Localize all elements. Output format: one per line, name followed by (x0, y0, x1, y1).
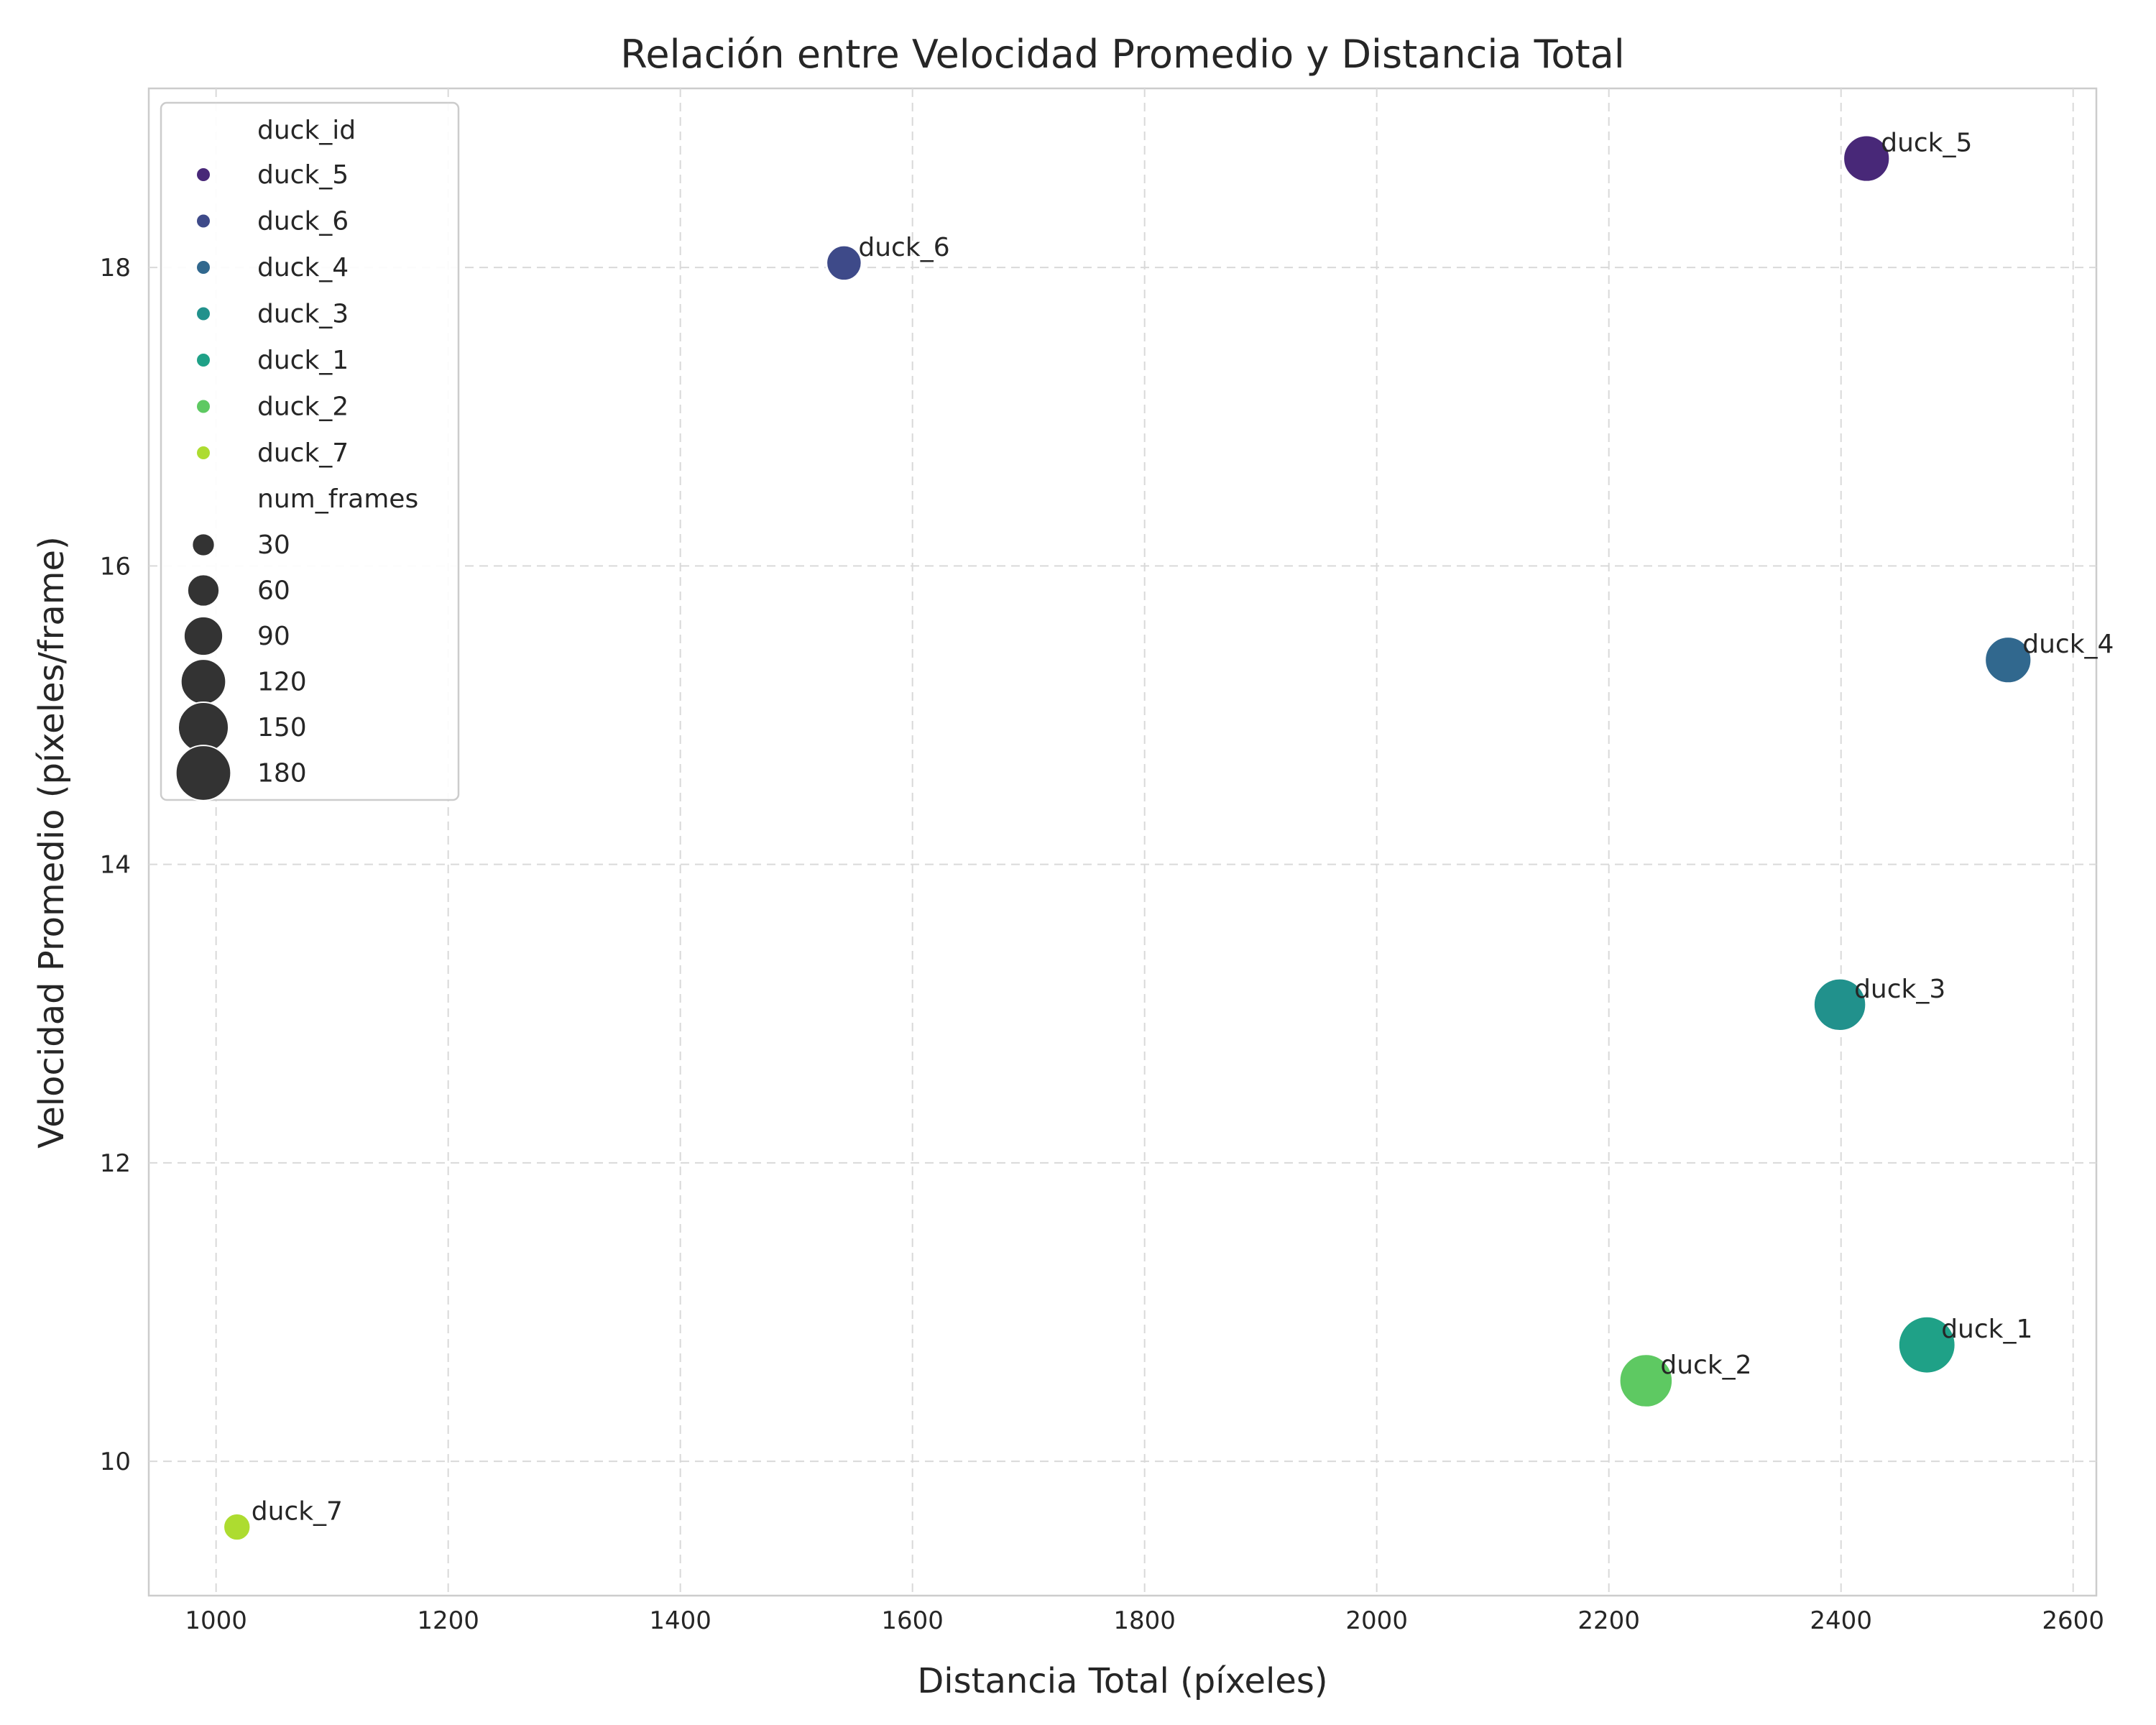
point-duck_4 (1984, 635, 2033, 685)
point-label-duck_7: duck_7 (252, 1496, 343, 1526)
y-tick-label: 12 (100, 1149, 131, 1178)
legend-hue-entries: duck_5 duck_6 duck_4 duck_3 duck_1 duck_2duck… (197, 160, 349, 468)
x-tick-label: 1400 (649, 1606, 711, 1635)
legend-box (160, 101, 460, 801)
plot-area (147, 87, 2098, 1597)
legend-size-label: 120 (257, 668, 307, 697)
point-duck_5 (1842, 134, 1892, 183)
legend-size-label: 30 (257, 530, 290, 560)
data-points (222, 134, 2033, 1542)
point-label-duck_3: duck_3 (1854, 975, 1945, 1004)
legend-size-marker (175, 745, 232, 801)
y-tick-label: 16 (100, 552, 131, 581)
legend-marker-duck_7 (197, 446, 210, 459)
point-duck_6 (825, 244, 863, 282)
legend-marker-duck_4 (197, 261, 210, 274)
legend-marker-duck_5 (197, 168, 210, 181)
x-tick-label: 1800 (1113, 1606, 1176, 1635)
legend-size-label: 150 (257, 713, 307, 742)
point-label-duck_1: duck_1 (1941, 1315, 2032, 1344)
point-duck_1 (1897, 1315, 1957, 1375)
point-label-duck_5: duck_5 (1881, 129, 1972, 158)
legend-marker-duck_3 (197, 307, 210, 321)
legend-size-title: num_frames (257, 484, 418, 514)
x-tick-label: 1000 (185, 1606, 247, 1635)
legend-label-duck_2: duck_2 (257, 392, 349, 422)
x-tick-label: 1600 (881, 1606, 944, 1635)
legend-label-duck_1: duck_1 (257, 346, 349, 375)
point-label-duck_4: duck_4 (2022, 630, 2114, 659)
legend: duck_id duck_5duck_6duck_4duck_3duck_1du… (160, 101, 460, 801)
legend-label-duck_4: duck_4 (257, 253, 349, 282)
y-tick-label: 14 (100, 851, 131, 880)
legend-size-marker (186, 574, 221, 607)
legend-size-marker (180, 658, 227, 705)
y-tick-label: 18 (100, 254, 131, 282)
legend-marker-duck_1 (197, 354, 210, 367)
point-labels: duck_5duck_6duck_4duck_3duck_1duck_2duck… (252, 129, 2114, 1527)
legend-marker-duck_6 (197, 214, 210, 228)
x-tick-label: 2200 (1577, 1606, 1640, 1635)
legend-size-marker (191, 533, 216, 557)
legend-label-duck_6: duck_6 (257, 207, 349, 236)
x-tick-label: 2000 (1345, 1606, 1408, 1635)
legend-size-label: 180 (257, 759, 307, 788)
x-axis-label: Distancia Total (píxeles) (917, 1661, 1327, 1701)
legend-marker-duck_2 (197, 400, 210, 413)
y-tick-label: 10 (100, 1448, 131, 1476)
point-duck_3 (1812, 977, 1868, 1033)
legend-label-duck_3: duck_3 (257, 300, 349, 329)
point-duck_2 (1618, 1353, 1674, 1409)
grid (149, 88, 2096, 1596)
legend-size-label: 90 (257, 622, 290, 651)
legend-label-duck_5: duck_5 (257, 160, 349, 190)
tick-labels: 1000 1200 1400 1600 1800 2000 2200 2400 2600 10 12… (100, 254, 2104, 1635)
legend-hue-title: duck_id (257, 116, 356, 145)
point-label-duck_6: duck_6 (858, 233, 949, 262)
point-label-duck_2: duck_2 (1660, 1351, 1751, 1380)
chart-title: Relación entre Velocidad Promedio y Dist… (620, 32, 1624, 77)
legend-label-duck_7: duck_7 (257, 438, 349, 468)
legend-size-marker (183, 615, 224, 657)
y-axis-label: Velocidad Promedio (píxeles/frame) (32, 536, 72, 1149)
x-tick-label: 1200 (417, 1606, 479, 1635)
legend-size-label: 60 (257, 576, 290, 606)
legend-size-entries: 30 60 90 120 150 180 (175, 530, 307, 801)
x-tick-label: 2600 (2042, 1606, 2104, 1635)
point-duck_7 (222, 1512, 252, 1542)
x-tick-label: 2400 (1810, 1606, 1872, 1635)
